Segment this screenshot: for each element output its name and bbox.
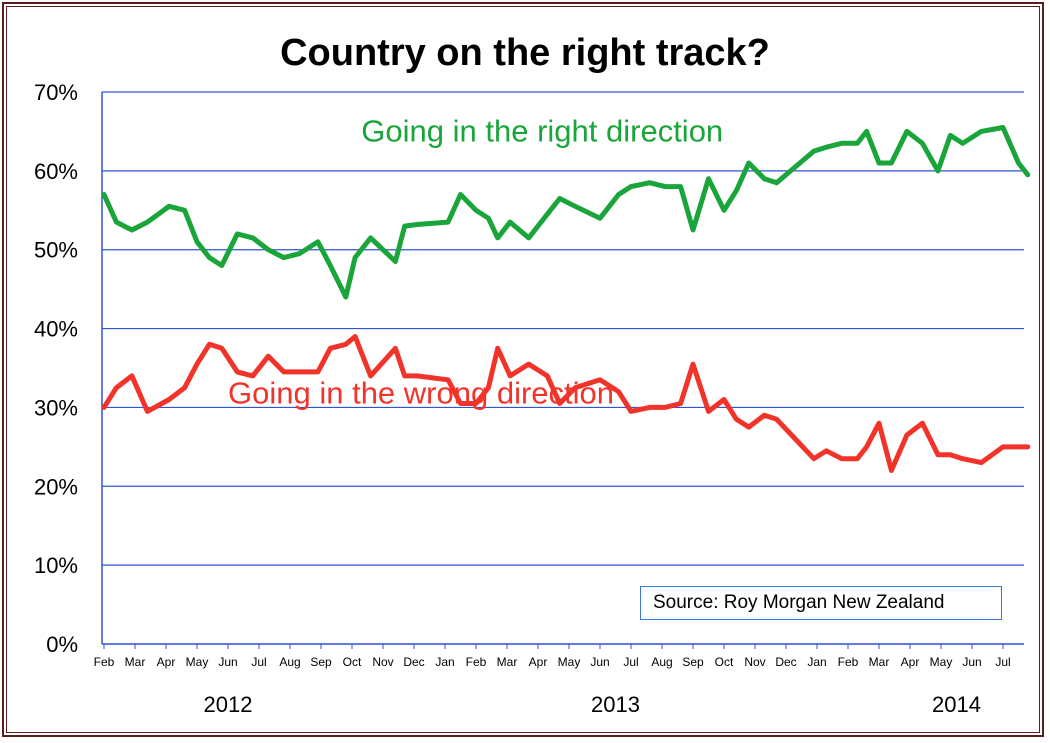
series-label-wrong-direction: Going in the wrong direction bbox=[228, 375, 614, 410]
x-tick-label: Nov bbox=[372, 655, 393, 669]
x-tick-label: Dec bbox=[403, 655, 424, 669]
x-tick-label: Nov bbox=[744, 655, 765, 669]
x-tick-label: Aug bbox=[651, 655, 672, 669]
x-tick-label: Feb bbox=[466, 655, 487, 669]
x-tick-label: Sep bbox=[682, 655, 704, 669]
x-tick-label: Jul bbox=[623, 655, 638, 669]
y-tick-label: 30% bbox=[34, 395, 78, 420]
x-tick-label: Feb bbox=[838, 655, 859, 669]
y-tick-label: 40% bbox=[34, 317, 78, 342]
y-tick-label: 0% bbox=[46, 632, 78, 657]
x-tick-label: Apr bbox=[157, 655, 176, 669]
x-tick-label: Jul bbox=[251, 655, 266, 669]
y-tick-label: 50% bbox=[34, 238, 78, 263]
x-tick-label: Mar bbox=[497, 655, 518, 669]
y-tick-label: 20% bbox=[34, 474, 78, 499]
chart-title: Country on the right track? bbox=[280, 32, 770, 74]
inner-frame bbox=[6, 6, 1040, 733]
x-tick-label: Jun bbox=[590, 655, 609, 669]
x-tick-label: Feb bbox=[94, 655, 115, 669]
x-tick-label: Oct bbox=[715, 655, 734, 669]
x-tick-label: Jun bbox=[962, 655, 981, 669]
x-tick-label: Jul bbox=[995, 655, 1010, 669]
x-tick-label: Jan bbox=[435, 655, 454, 669]
x-tick-label: Apr bbox=[901, 655, 920, 669]
source-note: Source: Roy Morgan New Zealand bbox=[640, 586, 1002, 620]
year-label: 2013 bbox=[591, 692, 640, 717]
y-tick-label: 60% bbox=[34, 159, 78, 184]
x-tick-label: May bbox=[186, 655, 209, 669]
y-tick-label: 70% bbox=[34, 80, 78, 105]
x-tick-label: May bbox=[930, 655, 953, 669]
x-tick-label: Dec bbox=[775, 655, 796, 669]
x-tick-label: Jun bbox=[218, 655, 237, 669]
x-tick-label: Jan bbox=[807, 655, 826, 669]
year-label: 2014 bbox=[932, 692, 981, 717]
x-tick-label: Mar bbox=[125, 655, 146, 669]
x-tick-label: May bbox=[558, 655, 581, 669]
series-label-right-direction: Going in the right direction bbox=[361, 114, 723, 149]
year-label: 2012 bbox=[204, 692, 253, 717]
x-tick-label: Aug bbox=[279, 655, 300, 669]
x-tick-label: Apr bbox=[529, 655, 548, 669]
x-tick-label: Sep bbox=[310, 655, 332, 669]
series-line-right-direction bbox=[101, 125, 1031, 300]
x-tick-label: Mar bbox=[869, 655, 890, 669]
series-line-wrong-direction bbox=[101, 334, 1031, 473]
y-tick-label: 10% bbox=[34, 553, 78, 578]
x-tick-label: Oct bbox=[343, 655, 362, 669]
